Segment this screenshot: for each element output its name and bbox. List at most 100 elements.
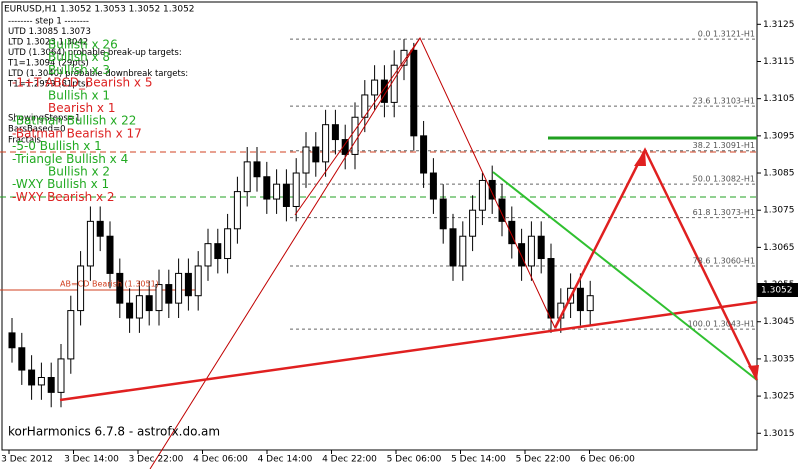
info-line: ShowingSteps=1 bbox=[8, 114, 80, 124]
candle-body bbox=[273, 183, 281, 200]
candle-body bbox=[410, 49, 418, 137]
trend-line bbox=[492, 171, 758, 381]
info-line: -------- step 1 -------- bbox=[8, 17, 89, 27]
candle-body bbox=[351, 116, 359, 155]
candle-body bbox=[361, 94, 369, 118]
pattern-count: Bullish x 2 bbox=[48, 165, 110, 179]
candle-body bbox=[537, 235, 545, 260]
pattern-count: -5-0 Bullish x 1 bbox=[12, 139, 102, 153]
info-line: T1=1.3094 (29pts) bbox=[7, 59, 89, 69]
candle-body bbox=[8, 332, 16, 349]
y-tick-label: 1.3045 bbox=[763, 317, 795, 327]
chart-title: EURUSD,H1 1.3052 1.3053 1.3052 1.3052 bbox=[4, 5, 195, 15]
y-tick-label: 1.3105 bbox=[763, 94, 795, 104]
candle-body bbox=[312, 146, 320, 163]
info-line: UTD (1.3064) probable break-up targets: bbox=[8, 48, 182, 58]
pattern-count: -WXY Bullish x 1 bbox=[12, 177, 109, 191]
candle-body bbox=[184, 272, 192, 297]
candle-body bbox=[18, 347, 26, 371]
candle-body bbox=[527, 235, 535, 267]
pattern-count: Bullish x 1 bbox=[48, 88, 110, 102]
candle-body bbox=[175, 272, 183, 304]
candle-body bbox=[586, 295, 594, 312]
price-tag bbox=[757, 283, 798, 297]
candle-body bbox=[439, 198, 447, 230]
candle-body bbox=[165, 284, 173, 304]
x-tick-label: 4 Dec 06:00 bbox=[193, 455, 248, 465]
x-tick-label: 5 Dec 14:00 bbox=[451, 455, 506, 465]
arrow-head bbox=[748, 365, 759, 380]
x-tick-label: 5 Dec 06:00 bbox=[387, 455, 442, 465]
y-tick-label: 1.3055 bbox=[763, 280, 795, 290]
candle-body bbox=[126, 302, 134, 319]
candle-body bbox=[57, 358, 65, 393]
candle-body bbox=[263, 176, 271, 200]
candle-body bbox=[106, 235, 114, 274]
fib-label: 78.6 1.3060-H1 bbox=[693, 256, 755, 265]
pattern-count: Bullish x 3 bbox=[48, 63, 110, 77]
x-tick-label: 3 Dec 2012 bbox=[1, 455, 53, 465]
candle-body bbox=[214, 243, 222, 260]
pattern-count: -Batman Bearish x 17 bbox=[12, 126, 142, 140]
candle-body bbox=[469, 209, 477, 237]
x-tick-label: 4 Dec 22:00 bbox=[322, 455, 377, 465]
candle-body bbox=[86, 220, 94, 267]
candle-body bbox=[547, 258, 555, 319]
candle-body bbox=[282, 183, 290, 207]
candle-body bbox=[371, 79, 379, 96]
candle-body bbox=[518, 243, 526, 267]
x-tick-label: 6 Dec 06:00 bbox=[580, 455, 635, 465]
candle-body bbox=[322, 124, 330, 163]
x-tick-label: 5 Dec 22:00 bbox=[516, 455, 571, 465]
pattern-line bbox=[294, 37, 421, 216]
candle-body bbox=[28, 369, 36, 386]
info-line: BarsBased=0 bbox=[8, 125, 66, 135]
trend-line bbox=[59, 300, 758, 402]
x-tick-label: 4 Dec 14:00 bbox=[258, 455, 313, 465]
candle-body bbox=[194, 265, 202, 297]
candle-body bbox=[96, 220, 104, 237]
pattern-count: -WXY Bearish x 2 bbox=[12, 190, 115, 204]
candle-body bbox=[498, 198, 506, 222]
candle-body bbox=[400, 49, 408, 66]
candle-body bbox=[508, 220, 516, 245]
candle-body bbox=[204, 243, 212, 267]
y-tick-label: 1.3095 bbox=[763, 131, 795, 141]
candle-body bbox=[224, 228, 232, 260]
candle-body bbox=[243, 161, 251, 193]
info-line: LTD (1.3040) probable downbreak targets: bbox=[8, 69, 188, 79]
fib-label: 61.8 1.3073-H1 bbox=[693, 208, 755, 217]
candle-body bbox=[449, 228, 457, 267]
info-line: LTD 1.3023 1.3042 bbox=[8, 38, 88, 48]
candle-body bbox=[341, 139, 349, 155]
candle-body bbox=[67, 310, 75, 360]
y-tick-label: 1.3065 bbox=[763, 243, 795, 253]
y-tick-label: 1.3075 bbox=[763, 206, 795, 216]
info-line: UTD 1.3085 1.3073 bbox=[8, 27, 91, 37]
candle-body bbox=[478, 179, 486, 211]
candle-body bbox=[380, 79, 388, 103]
pattern-count: Bullish x 8 bbox=[48, 50, 110, 64]
fib-label: 100.0 1.3043-H1 bbox=[688, 320, 755, 329]
plot-frame bbox=[1, 1, 758, 451]
fib-label: 0.0 1.3121-H1 bbox=[698, 30, 755, 39]
candle-body bbox=[253, 161, 261, 178]
price-label: 1.3052 bbox=[761, 286, 793, 296]
info-line: Fractals bbox=[8, 136, 42, 146]
pattern-note: AB=CD Bearish (1.3051) bbox=[60, 280, 159, 289]
candle-body bbox=[292, 172, 300, 207]
candle-body bbox=[302, 146, 310, 174]
y-tick-label: 1.3125 bbox=[763, 20, 795, 30]
candle-body bbox=[47, 377, 55, 393]
footer: korHarmonics 6.7.8 - astrofx.do.am bbox=[8, 425, 220, 439]
candle-body bbox=[420, 135, 428, 174]
y-tick-label: 1.3085 bbox=[763, 169, 795, 179]
candle-body bbox=[331, 124, 339, 141]
arrow-head bbox=[634, 150, 646, 166]
candle-body bbox=[576, 287, 584, 312]
candle-body bbox=[429, 172, 437, 200]
candle-body bbox=[488, 179, 496, 200]
pattern-count: Bearish x 1 bbox=[48, 101, 115, 115]
fib-label: 38.2 1.3091-H1 bbox=[693, 141, 755, 150]
